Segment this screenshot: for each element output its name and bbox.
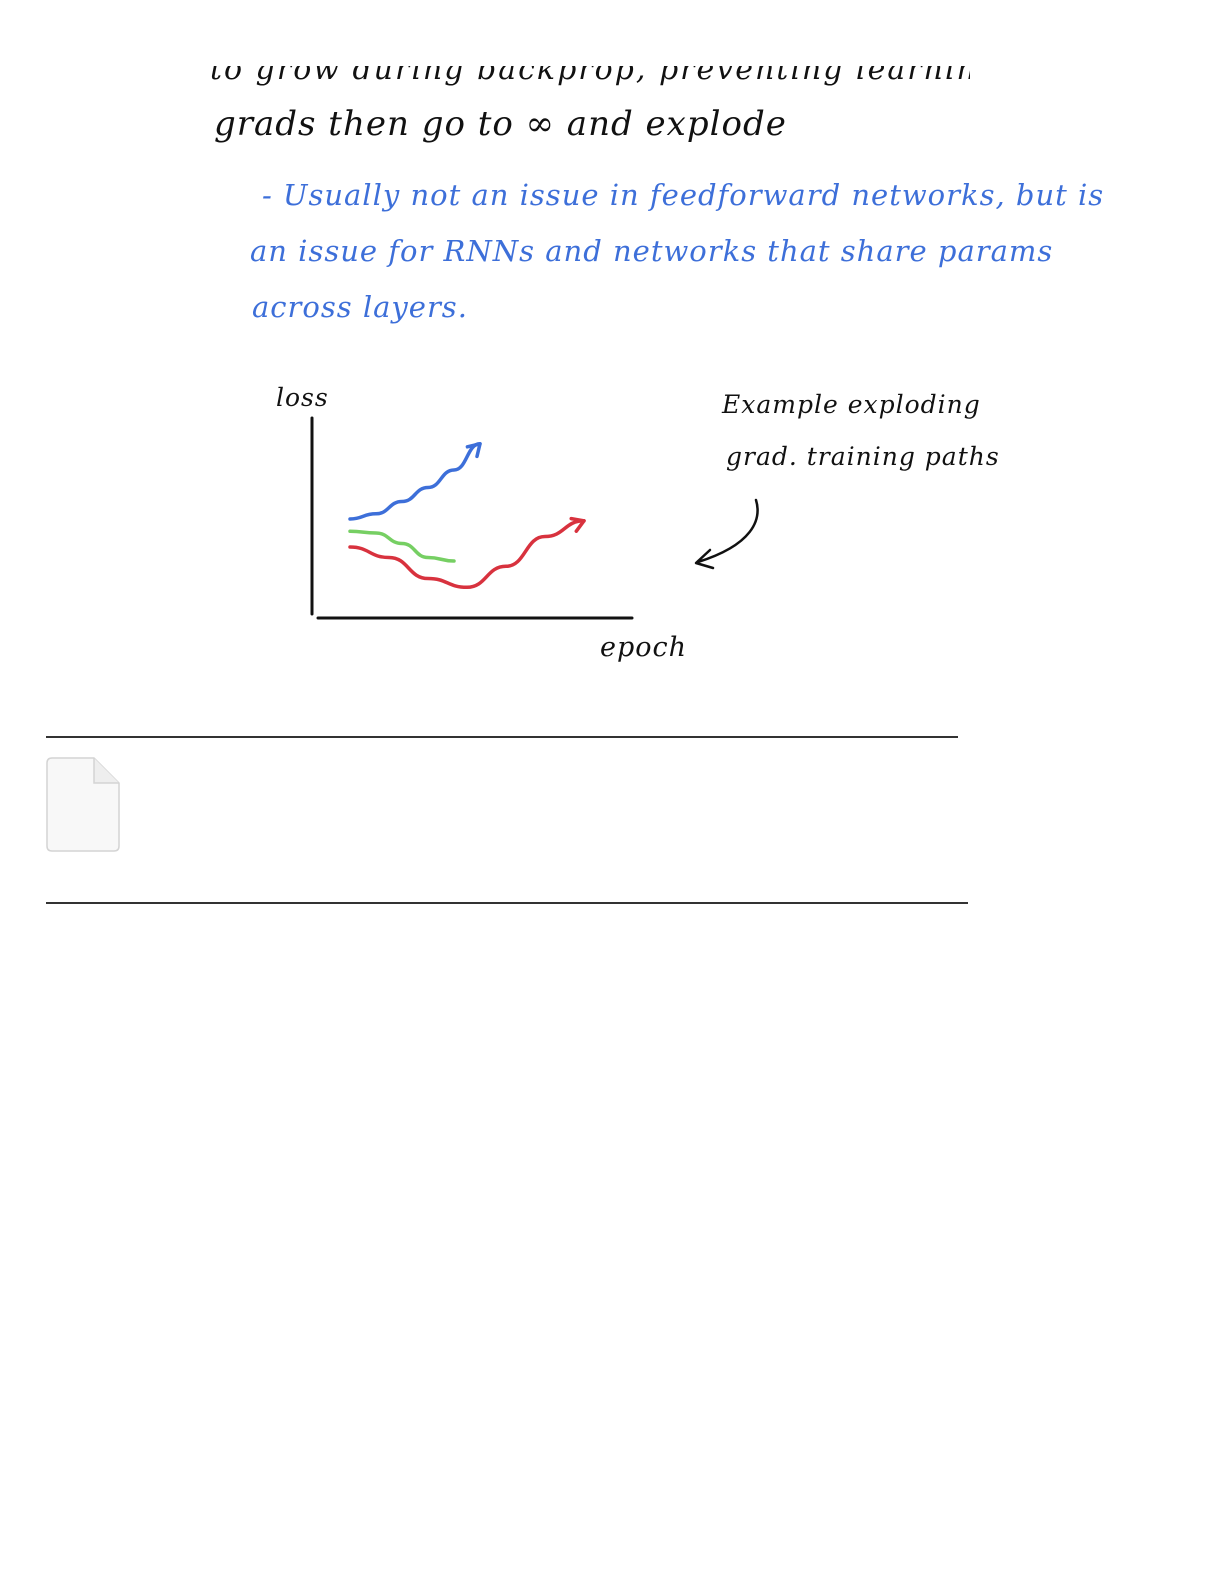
sketch-xlabel: epoch <box>600 632 688 663</box>
separator-bottom <box>46 902 968 904</box>
attachment-file[interactable] <box>46 757 120 852</box>
note-blue-line-2: an issue for RNNs and networks that shar… <box>250 234 1054 268</box>
series-line-0 <box>348 442 482 521</box>
note-blue-line-3: across layers. <box>252 290 468 324</box>
series-arrowhead-0 <box>465 442 482 459</box>
series-layer <box>348 442 586 590</box>
annotation-arrow-head <box>694 548 715 570</box>
series-line-1 <box>348 529 456 563</box>
annotation-line-2: grad. training paths <box>726 442 1000 471</box>
loss-sketch <box>310 416 759 620</box>
note-blue-line-1: - Usually not an issue in feedforward ne… <box>262 178 1105 212</box>
file-icon <box>46 757 120 852</box>
series-arrowhead-2 <box>569 516 586 533</box>
note-line-grads: grads then go to ∞ and explode <box>214 104 787 144</box>
sketch-ylabel: loss <box>276 383 329 412</box>
separator-top <box>46 736 958 738</box>
series-line-2 <box>348 519 586 590</box>
cropped-handwriting-line: to grow during backprop, preventing lear… <box>210 66 970 92</box>
annotation-line-1: Example exploding <box>722 390 981 419</box>
cropped-line-text: to grow during backprop, preventing lear… <box>210 66 970 87</box>
annotation-arrow <box>696 498 759 564</box>
